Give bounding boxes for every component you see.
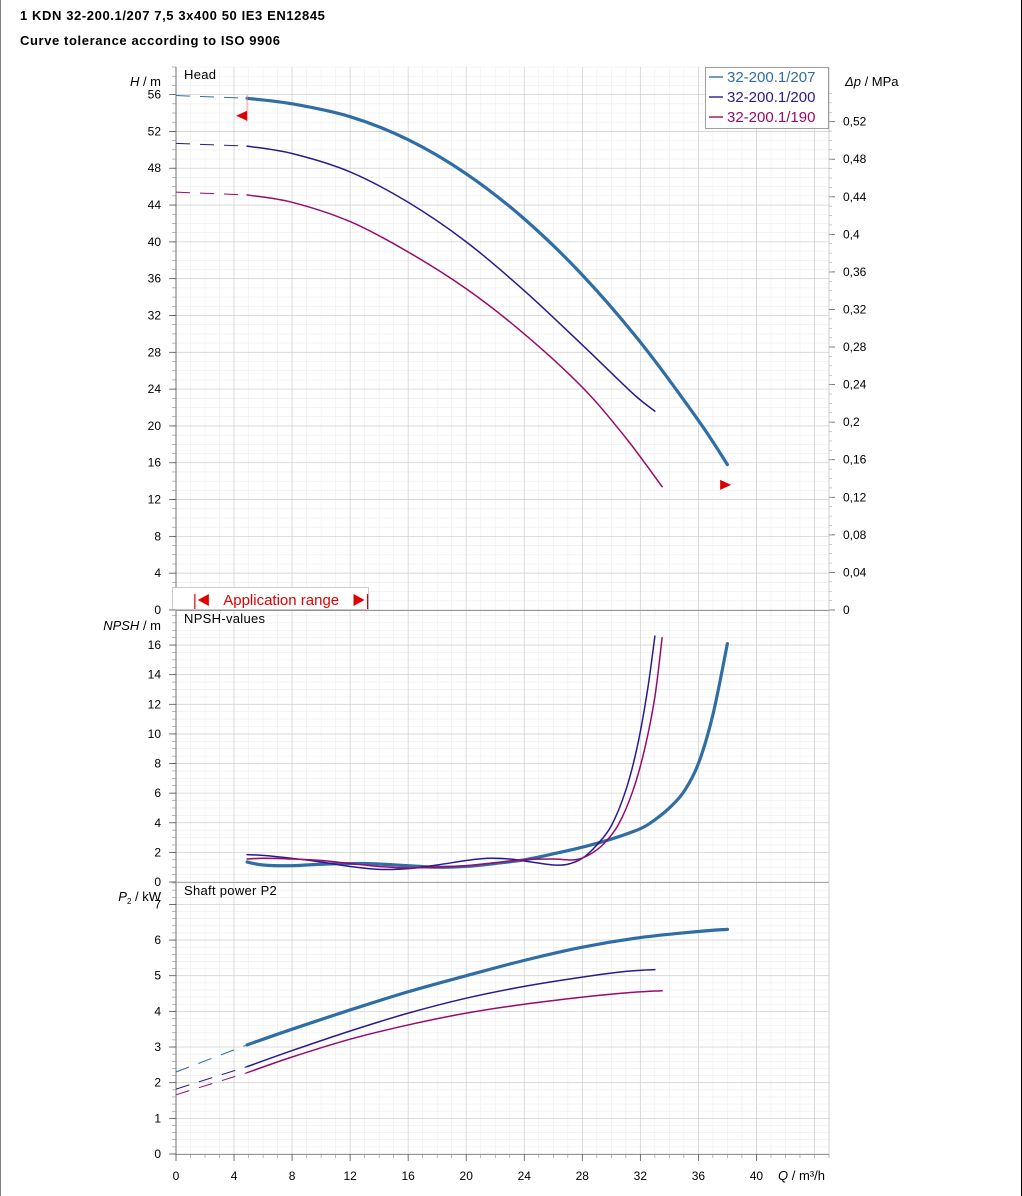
y-tick-label: 8	[154, 529, 161, 543]
series-line-32-200-1-207-extrapolated	[175, 95, 248, 99]
y2-tick-label: 0,28	[843, 340, 867, 354]
series-line-32-200-1-190	[246, 989, 663, 1074]
y2-tick-label: 0,08	[843, 528, 867, 542]
y2-axis-label: Δp / MPa	[844, 74, 899, 89]
x-tick-label: 40	[750, 1169, 764, 1183]
y-tick-label: 12	[148, 493, 162, 507]
series-line-32-200-1-207	[245, 927, 730, 1047]
series-line-32-200-1-190-extrapolated	[175, 191, 248, 196]
range-marker-left	[236, 110, 248, 121]
y-tick-label: 16	[148, 456, 162, 470]
y-tick-label: 4	[154, 566, 161, 580]
y-tick-label: 6	[154, 933, 161, 947]
application-range-box	[172, 587, 369, 610]
x-tick-label: 0	[173, 1169, 180, 1183]
series-line-32-200-1-190	[246, 636, 663, 869]
y-tick-label: 8	[154, 757, 161, 771]
y-tick-label: 24	[148, 382, 162, 396]
y2-tick-label: 0,4	[843, 227, 860, 241]
series-line-32-200-1-207	[245, 96, 730, 467]
y-tick-label: 28	[148, 345, 162, 359]
x-tick-label: 28	[576, 1169, 590, 1183]
chart-title: 1 KDN 32-200.1/207 7,5 3x400 50 IE3 EN12…	[20, 8, 326, 23]
npsh-panel: 0 2 4 6 8 10 12 14 16 NPSH-values NPSH / m	[103, 611, 830, 889]
series-line-32-200-1-200	[246, 968, 656, 1068]
y2-tick-label: 0,36	[843, 265, 867, 279]
series-line-32-200-1-200	[246, 145, 656, 412]
legend: 32-200.1/207 32-200.1/200 32-200.1/190	[705, 67, 829, 129]
y-tick-label: 48	[148, 161, 162, 175]
y-tick-label: 12	[148, 697, 162, 711]
y-tick-label: 52	[148, 124, 162, 138]
application-range-left-arrow	[197, 594, 209, 606]
application-range-right-arrow	[353, 594, 365, 606]
x-tick-label: 36	[692, 1169, 706, 1183]
x-tick-label: 8	[289, 1169, 296, 1183]
series-line-32-200-1-190-extrapolated	[175, 1072, 248, 1096]
y-tick-label: 4	[154, 816, 161, 830]
y-axis-label: P2 / kW	[118, 889, 161, 906]
y-tick-label: 56	[148, 88, 162, 102]
y2-tick-label: 0,48	[843, 152, 867, 166]
series-line-32-200-1-200-extrapolated	[175, 142, 248, 147]
range-marker-right	[720, 479, 732, 490]
y-tick-label: 2	[154, 1076, 161, 1090]
series-line-32-200-1-207-extrapolated	[175, 1044, 248, 1073]
series-line-32-200-1-200	[246, 635, 656, 871]
panel-title: Head	[184, 67, 216, 82]
y-tick-label: 1	[154, 1111, 161, 1125]
y-tick-label: 5	[154, 969, 161, 983]
panel-title: NPSH-values	[184, 611, 266, 626]
y-tick-label: 20	[148, 419, 162, 433]
y-tick-label: 14	[148, 668, 162, 682]
chart-subtitle: Curve tolerance according to ISO 9906	[20, 33, 281, 48]
series-line-32-200-1-190	[246, 194, 663, 488]
x-tick-label: 16	[401, 1169, 415, 1183]
y2-tick-label: 0,16	[843, 453, 867, 467]
y-tick-label: 16	[148, 638, 162, 652]
y-tick-label: 40	[148, 235, 162, 249]
y-tick-label: 3	[154, 1040, 161, 1054]
legend-label: 32-200.1/190	[727, 109, 815, 126]
y2-tick-label: 0,04	[843, 565, 867, 579]
y-tick-label: 36	[148, 272, 162, 286]
y-tick-label: 6	[154, 786, 161, 800]
x-tick-label: 32	[634, 1169, 648, 1183]
legend-box	[705, 67, 829, 129]
y-axis-label: H / m	[130, 74, 161, 89]
x-axis-label: Q / m³/h	[778, 1168, 825, 1183]
y2-tick-label: 0,24	[843, 378, 867, 392]
y2-tick-label: 0,32	[843, 302, 867, 316]
y-tick-label: 32	[148, 308, 162, 322]
y-tick-label: 7	[154, 897, 161, 911]
y-tick-label: 0	[154, 603, 161, 617]
panel-title: Shaft power P2	[184, 883, 277, 898]
x-tick-label: 12	[343, 1169, 357, 1183]
y2-tick-label: 0,44	[843, 190, 867, 204]
series-line-32-200-1-200-extrapolated	[175, 1066, 248, 1090]
y-tick-label: 0	[154, 875, 161, 889]
y-axis-label: NPSH / m	[103, 618, 161, 633]
legend-label: 32-200.1/200	[727, 89, 815, 106]
y-tick-label: 0	[154, 1147, 161, 1161]
y-tick-label: 2	[154, 845, 161, 859]
application-range: Application range	[172, 587, 369, 610]
y2-tick-label: 0,52	[843, 115, 867, 129]
y-tick-label: 4	[154, 1004, 161, 1018]
x-tick-label: 20	[460, 1169, 474, 1183]
series-line-32-200-1-207	[245, 641, 730, 869]
y2-tick-label: 0,2	[843, 415, 860, 429]
y-tick-label: 10	[148, 727, 162, 741]
y2-tick-label: 0	[843, 603, 850, 617]
x-tick-label: 24	[518, 1169, 532, 1183]
x-tick-label: 4	[231, 1169, 238, 1183]
legend-label: 32-200.1/207	[727, 69, 815, 86]
y-tick-label: 44	[148, 198, 162, 212]
application-range-label: Application range	[223, 592, 339, 609]
y2-tick-label: 0,12	[843, 490, 867, 504]
